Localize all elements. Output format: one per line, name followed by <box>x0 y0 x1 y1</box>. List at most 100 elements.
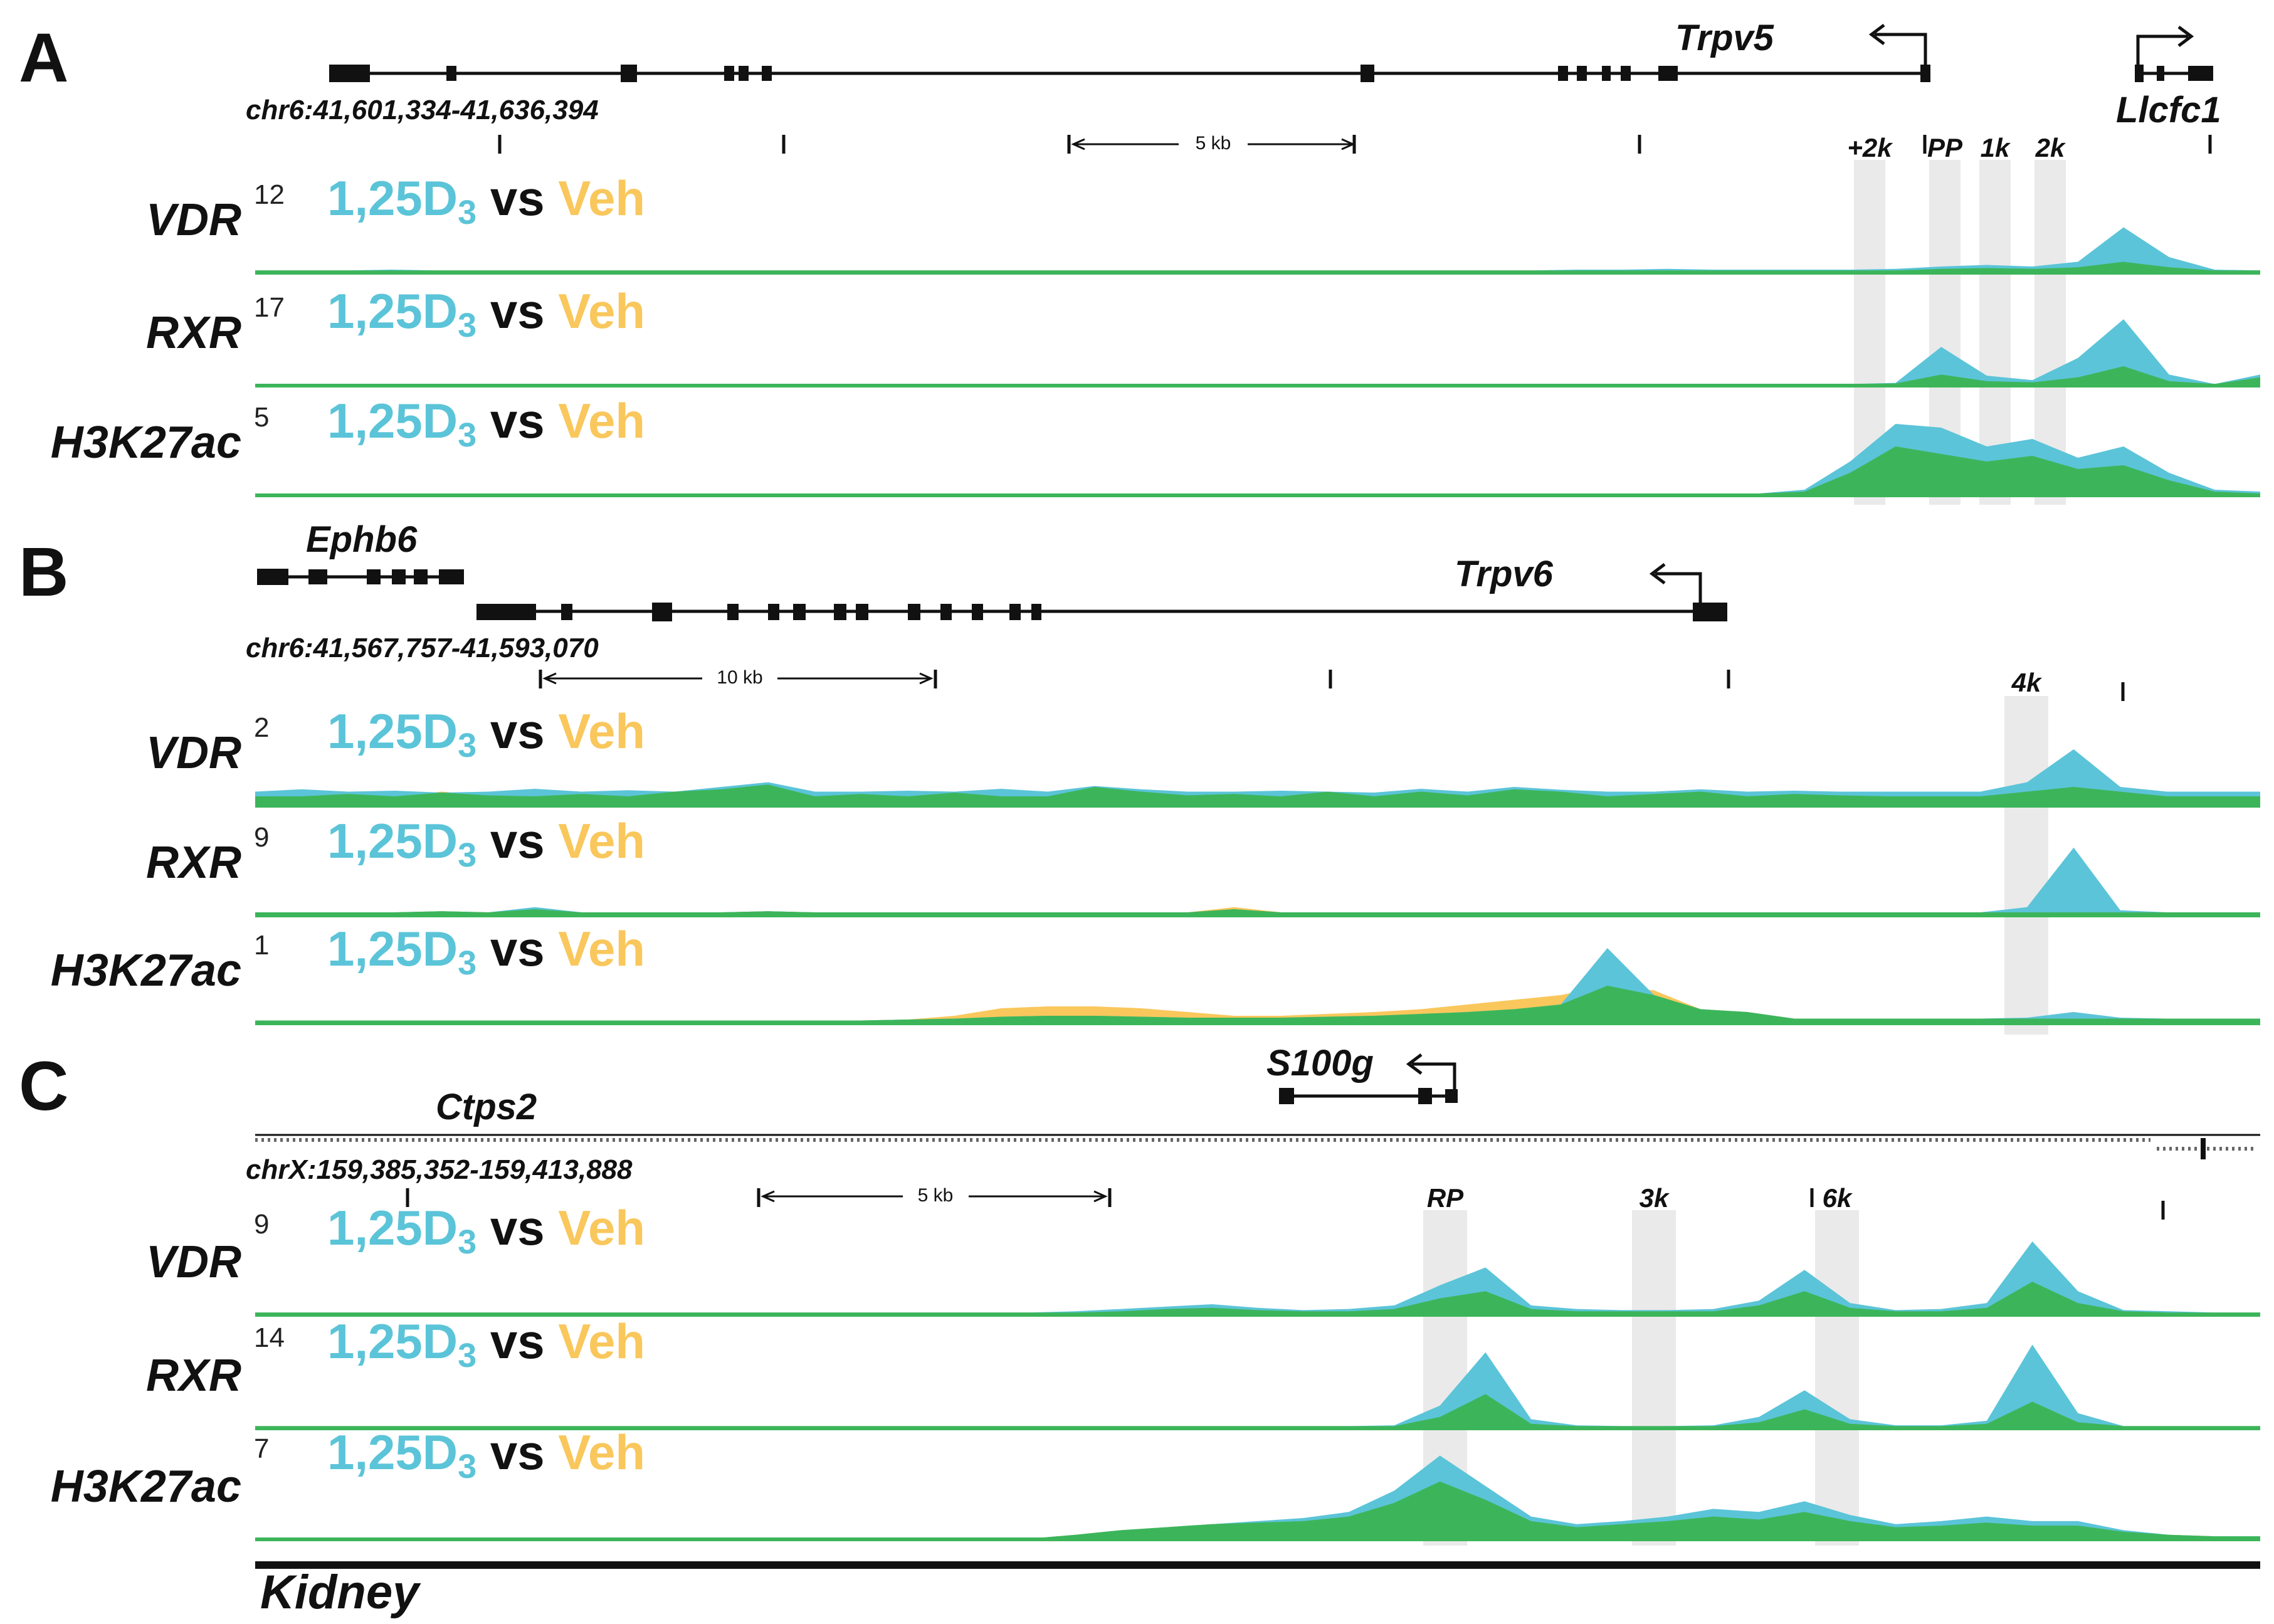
treated-subscript: 3 <box>458 194 476 231</box>
treated-subscript: 3 <box>458 1337 476 1374</box>
vehicle-label: Veh <box>558 921 645 976</box>
vehicle-label: Veh <box>558 1314 645 1369</box>
panel-c-gene-models: S100g Ctps2 chrX:159,385,352-159,413,888… <box>246 1043 2260 1220</box>
condition-legend: 1,25D3 vs Veh <box>327 1314 645 1374</box>
panel-b-gene-models: Ephb6 Trpv6 chr6:41,567,757-41,593,070 <box>246 519 2125 701</box>
panel-letter-a: A <box>19 19 68 97</box>
region-label: 6k <box>1823 1183 1853 1213</box>
panel-letter-c: C <box>19 1048 68 1125</box>
condition-legend: 1,25D3 vs Veh <box>327 1425 645 1485</box>
track-label: H3K27ac <box>51 1462 241 1512</box>
track-ymax: 9 <box>254 1209 269 1240</box>
vehicle-label: Veh <box>558 171 645 226</box>
gene-label-trpv6: Trpv6 <box>1455 554 1554 594</box>
condition-legend: 1,25D3 vs Veh <box>327 813 645 874</box>
track-ymax: 14 <box>254 1322 285 1353</box>
track-ymax: 1 <box>254 930 269 961</box>
track-rxr: RXR 9 1,25D3 vs Veh <box>146 813 2260 917</box>
vehicle-label: Veh <box>558 1425 645 1480</box>
track-label: RXR <box>146 308 241 358</box>
condition-legend: 1,25D3 vs Veh <box>327 171 645 231</box>
vs-label: vs <box>476 1200 558 1255</box>
overlap-signal-area <box>255 986 2260 1023</box>
track-h3k27ac: H3K27ac 1 1,25D3 vs Veh <box>51 921 2260 1025</box>
vs-label: vs <box>476 1314 558 1369</box>
scale-bar-label-c: 5 kb <box>918 1185 954 1206</box>
treated-label: 1,25D <box>327 1314 458 1369</box>
treated-label: 1,25D <box>327 813 458 868</box>
treated-signal-area <box>255 948 2260 1023</box>
track-ymax: 9 <box>254 822 269 853</box>
treated-subscript: 3 <box>458 1448 476 1485</box>
overlap-signal-area <box>255 1394 2260 1428</box>
treated-subscript: 3 <box>458 944 476 982</box>
gene-label-ephb6: Ephb6 <box>306 519 418 560</box>
treated-signal-area <box>255 319 2260 386</box>
region-highlight <box>2004 696 2048 1035</box>
overlap-signal-area <box>255 1282 2260 1315</box>
panel-a-gene-models: Trpv5 Llcfc1 chr6:41,601,334-41,636,394 … <box>246 18 2221 154</box>
panel-letter-b: B <box>19 534 68 611</box>
treated-subscript: 3 <box>458 727 476 764</box>
treated-label: 1,25D <box>327 393 458 448</box>
region-label: 1k <box>1981 133 2011 162</box>
treated-signal-area <box>255 847 2260 915</box>
vehicle-label: Veh <box>558 1200 645 1255</box>
treated-label: 1,25D <box>327 1200 458 1255</box>
vs-label: vs <box>476 1425 558 1480</box>
region-label: +2k <box>1847 133 1893 162</box>
overlap-signal-area <box>255 1481 2260 1539</box>
tissue-bar <box>255 1561 2260 1569</box>
treated-label: 1,25D <box>327 704 458 759</box>
treated-label: 1,25D <box>327 1425 458 1480</box>
gene-label-trpv5: Trpv5 <box>1675 18 1774 58</box>
region-label: 3k <box>1640 1183 1670 1213</box>
vs-label: vs <box>476 283 558 339</box>
gene-label-llcfc1: Llcfc1 <box>2116 90 2221 130</box>
vehicle-label: Veh <box>558 283 645 339</box>
condition-legend: 1,25D3 vs Veh <box>327 704 645 764</box>
condition-legend: 1,25D3 vs Veh <box>327 393 645 454</box>
track-label: RXR <box>146 838 241 888</box>
track-ymax: 2 <box>254 712 269 743</box>
overlap-signal-area <box>255 366 2260 386</box>
region-label: RP <box>1427 1183 1464 1213</box>
track-rxr: RXR 17 1,25D3 vs Veh <box>146 283 2260 388</box>
region-highlight <box>1815 1210 1859 1546</box>
track-label: H3K27ac <box>51 418 241 468</box>
track-h3k27ac: H3K27ac 7 1,25D3 vs Veh <box>51 1425 2260 1541</box>
region-highlights: +2k PP 1k 2k 4k RP 3k 6k <box>1423 133 2066 1546</box>
gene-label-ctps2: Ctps2 <box>436 1087 537 1127</box>
track-rxr: RXR 14 1,25D3 vs Veh <box>146 1314 2260 1430</box>
region-label: 2k <box>2035 133 2066 162</box>
track-label: VDR <box>146 728 241 778</box>
track-ymax: 12 <box>254 179 285 210</box>
track-label: VDR <box>146 1237 241 1287</box>
scale-bar-label-a: 5 kb <box>1196 133 1231 154</box>
vehicle-signal-area <box>255 1394 2260 1428</box>
treated-subscript: 3 <box>458 1223 476 1261</box>
gene-label-s100g: S100g <box>1266 1043 1374 1084</box>
treated-label: 1,25D <box>327 171 458 226</box>
scale-bar-label-b: 10 kb <box>717 667 762 688</box>
treated-subscript: 3 <box>458 836 476 874</box>
track-vdr: VDR 9 1,25D3 vs Veh <box>146 1200 2260 1317</box>
track-label: VDR <box>146 195 241 245</box>
vs-label: vs <box>476 704 558 759</box>
track-vdr: VDR 12 1,25D3 vs Veh <box>146 171 2260 275</box>
vs-label: vs <box>476 813 558 868</box>
track-ymax: 17 <box>254 292 285 323</box>
scale-ticks-b <box>539 670 2125 701</box>
vs-label: vs <box>476 921 558 976</box>
overlap-signal-area <box>255 784 2260 806</box>
region-label: PP <box>1927 133 1963 162</box>
scale-ticks-c <box>406 1188 2165 1220</box>
treated-subscript: 3 <box>458 416 476 454</box>
vs-label: vs <box>476 393 558 448</box>
track-ymax: 5 <box>254 402 269 433</box>
condition-legend: 1,25D3 vs Veh <box>327 1200 645 1261</box>
vs-label: vs <box>476 171 558 226</box>
condition-legend: 1,25D3 vs Veh <box>327 921 645 982</box>
